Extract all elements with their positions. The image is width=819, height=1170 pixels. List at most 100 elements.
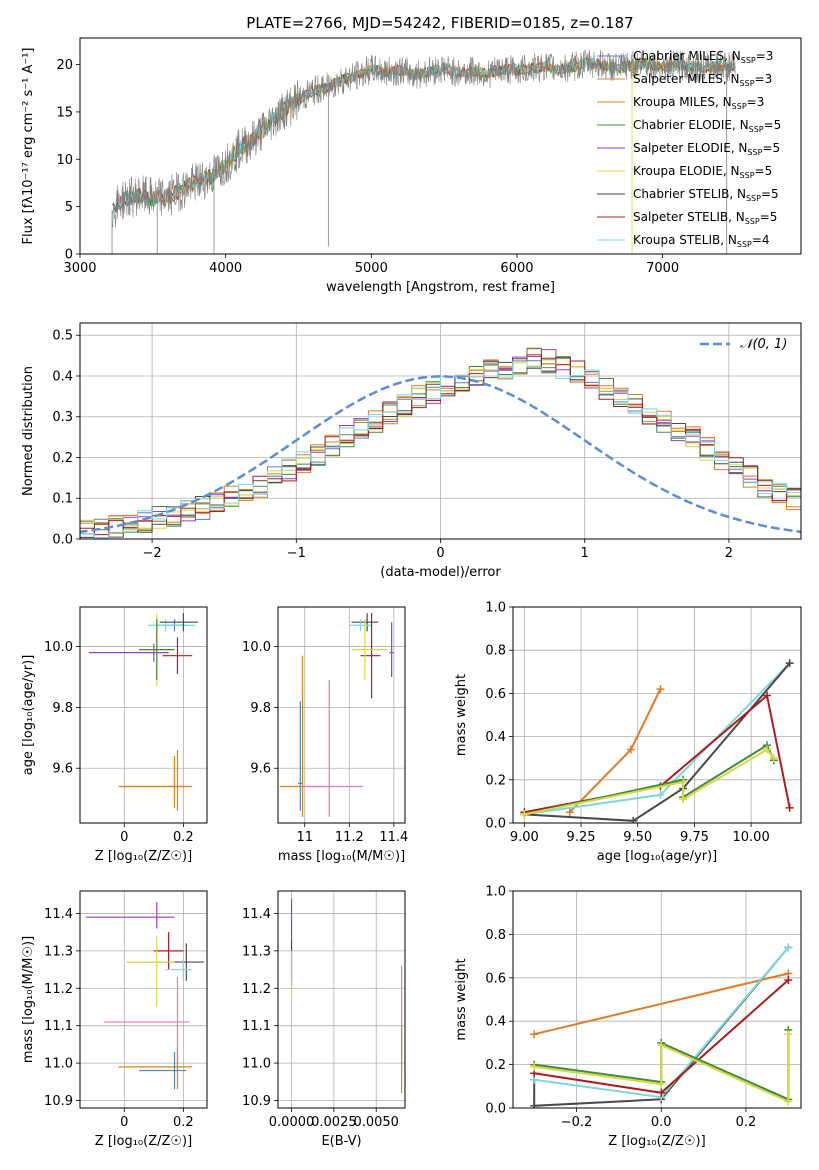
axes-frame [277, 890, 406, 1109]
legend-tail: =5 [762, 141, 780, 155]
y-axis-label: age [log₁₀(age/yr)] [21, 655, 36, 776]
chart-6: 0 0.2 10.9 11.0 11.1 11.2 11.3 11.4 Z [log₁₀(Z/Z… [21, 890, 208, 1149]
y-tick-label: 0.0 [52, 533, 73, 548]
figure-title: PLATE=2766, MJD=54242, FIBERID=0185, z=0… [246, 14, 633, 32]
y-tick-label: 11.0 [242, 1057, 271, 1072]
y-tick-label: 11.1 [242, 1019, 271, 1034]
legend-entry: Salpeter MILES, NSSP=3 [633, 72, 772, 88]
x-tick-label: 11 [296, 830, 313, 845]
legend-subscript: SSP [741, 56, 756, 65]
series-marker [530, 1101, 539, 1108]
legend-entry: Chabrier ELODIE, NSSP=5 [633, 118, 781, 134]
axes-frame [512, 606, 802, 824]
y-tick-label: 9.8 [250, 701, 271, 716]
x-tick-label: 0.0050 [353, 1115, 399, 1130]
y-tick-label: 5 [65, 200, 73, 215]
series-marker [626, 745, 635, 754]
x-axis-label: age [log₁₀(age/yr)] [597, 849, 718, 864]
plot-area [80, 323, 801, 539]
histogram-step [80, 362, 801, 539]
legend-tail: =5 [764, 118, 782, 132]
x-tick-label: 4000 [209, 261, 242, 276]
y-tick-label: 0.6 [485, 971, 506, 986]
plot-area [80, 607, 207, 823]
x-tick-label: 1 [581, 546, 589, 561]
legend-subscript: SSP [740, 79, 755, 88]
series-marker [629, 816, 638, 823]
legend-entry: Salpeter ELODIE, NSSP=5 [633, 141, 780, 157]
legend-entry: Kroupa STELIB, NSSP=4 [633, 233, 770, 249]
plot-area [278, 607, 405, 823]
x-tick-label: 9.50 [623, 830, 652, 845]
legend-label: Kroupa STELIB, N [633, 233, 737, 247]
series-line [524, 662, 791, 822]
series-marker [565, 808, 574, 817]
y-tick-label: 9.8 [52, 701, 73, 716]
plot-area [513, 891, 801, 1108]
x-axis-label: mass [log₁₀(M/M☉)] [278, 849, 405, 864]
legend-subscript: SSP [749, 125, 764, 134]
series-marker [769, 754, 778, 763]
legend-subscript: SSP [745, 217, 760, 226]
y-tick-label: 11.3 [44, 944, 73, 959]
series-marker [530, 1030, 539, 1039]
y-axis-label: mass [log₁₀(M/M☉)] [21, 936, 36, 1063]
series-marker [530, 1062, 539, 1071]
legend-subscript: SSP [737, 240, 752, 249]
plot-area [80, 891, 207, 1108]
y-tick-label: 0.8 [485, 644, 506, 659]
series-marker [657, 1041, 666, 1050]
y-axis-label: mass weight [454, 958, 469, 1040]
series-marker [657, 1080, 666, 1089]
axes-frame [79, 37, 802, 255]
series-line [524, 662, 791, 816]
series-marker [656, 685, 665, 694]
y-tick-label: 0.2 [52, 451, 73, 466]
y-tick-label: 10.0 [44, 640, 73, 655]
legend-label: Salpeter MILES, N [633, 72, 740, 86]
series-marker [679, 777, 688, 786]
y-tick-label: 11.1 [44, 1019, 73, 1034]
legend-label: Salpeter ELODIE, N [633, 141, 747, 155]
y-tick-label: 10.9 [242, 1094, 271, 1109]
y-tick-label: 11.4 [242, 907, 271, 922]
x-tick-label: 5000 [355, 261, 388, 276]
x-tick-label: −0.2 [561, 1115, 593, 1130]
y-tick-label: 9.6 [52, 762, 73, 777]
chart-1: 3000 4000 5000 6000 7000 0 5 10 15 20 wavelength [… [21, 37, 802, 295]
x-tick-label: 6000 [500, 261, 533, 276]
legend-label: Kroupa MILES, N [633, 95, 732, 109]
series-marker [520, 810, 529, 819]
series-marker [784, 1097, 793, 1106]
x-axis-label: Z [log₁₀(Z/Z☉)] [608, 1134, 705, 1149]
x-tick-label: 0.0025 [311, 1115, 357, 1130]
legend-label: Salpeter STELIB, N [633, 210, 745, 224]
plot-area [513, 607, 801, 823]
series-marker [656, 790, 665, 799]
chart-5: 9.00 9.25 9.50 9.75 10.00 0.0 0.2 0.4 0.6 0.8 1.0 a… [454, 601, 802, 864]
y-tick-label: 0.4 [485, 1015, 506, 1030]
y-tick-label: 0.0 [485, 1102, 506, 1117]
y-tick-label: 11.0 [44, 1057, 73, 1072]
series-marker [785, 803, 794, 812]
legend-tail: =3 [756, 49, 774, 63]
y-tick-label: 0.2 [485, 773, 506, 788]
y-tick-label: 0.8 [485, 928, 506, 943]
axes-frame [512, 890, 802, 1109]
gaussian-curve [80, 375, 801, 534]
y-tick-label: 11.2 [242, 982, 271, 997]
y-tick-label: 0.1 [52, 492, 73, 507]
x-tick-label: 0.2 [736, 1115, 757, 1130]
y-axis-label: Flux [fλ10⁻¹⁷ erg cm⁻² s⁻¹ A⁻¹] [21, 48, 36, 245]
x-tick-label: 7000 [646, 261, 679, 276]
y-tick-label: 0.6 [485, 687, 506, 702]
axes-frame [79, 606, 208, 824]
legend-subscript: SSP [732, 102, 747, 111]
x-tick-label: 11.2 [335, 830, 364, 845]
x-tick-label: 9.75 [680, 830, 709, 845]
series-marker [784, 1030, 793, 1039]
x-tick-label: 11.4 [379, 830, 408, 845]
x-tick-label: 10.00 [733, 830, 770, 845]
